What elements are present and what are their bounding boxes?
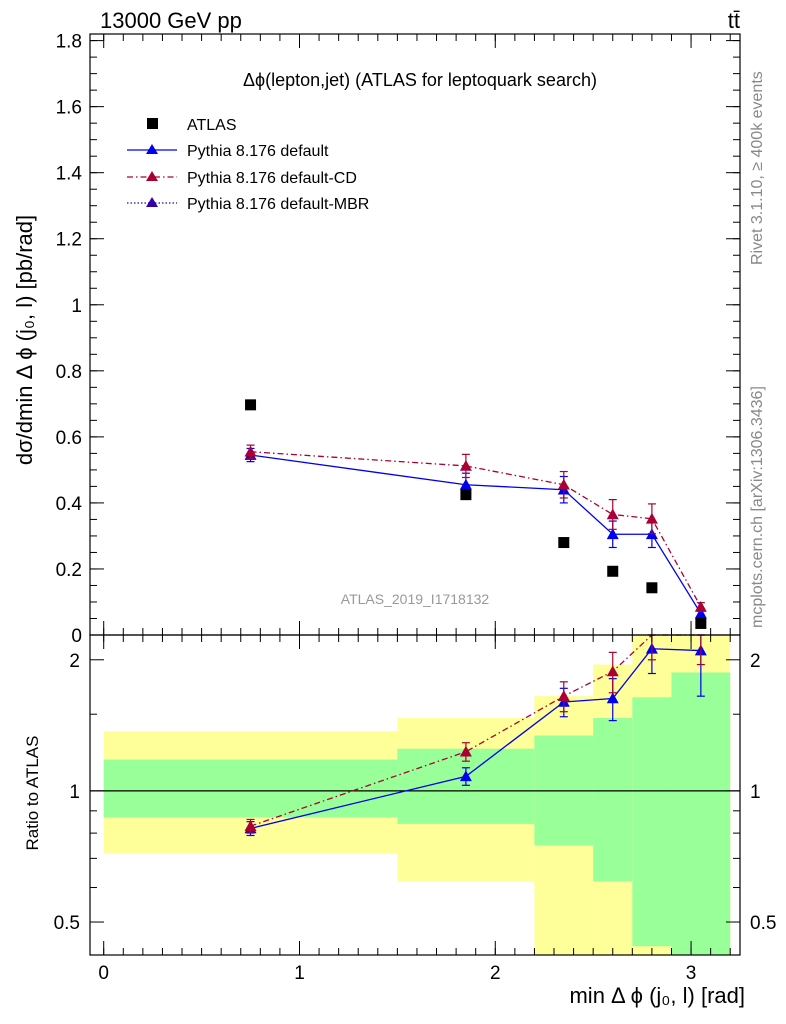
band-inner-3 [593, 718, 633, 882]
ratio-1-point-0 [244, 820, 257, 831]
series-line-0 [250, 454, 702, 614]
ratio-frame [89, 634, 741, 956]
y-tick-label-9: 1.8 [56, 32, 82, 53]
legend-label-series-2: Pythia 8.176 default-MBR [187, 196, 369, 213]
y-tick-label-4: 0.8 [56, 362, 82, 383]
ratio-0-point-1 [459, 770, 472, 782]
y-tick-label-8: 1.6 [56, 98, 82, 119]
data-point-0 [245, 399, 257, 411]
data-point-5 [695, 617, 707, 629]
y-axis-label: dσ/dmin Δ ϕ (j₀, l) [pb/rad] [12, 215, 37, 465]
y-tick-label-6: 1.2 [56, 230, 82, 251]
x-tick-label-0: 0 [98, 963, 109, 984]
legend-marker-data [147, 118, 158, 129]
legend-entry-series-1: Pythia 8.176 default-CD [127, 170, 357, 187]
analysis-watermark: ATLAS_2019_I1718132 [341, 591, 490, 607]
main-panel-marks [244, 399, 707, 629]
legend-label-series-0: Pythia 8.176 default [187, 143, 329, 160]
y-tick-label-1: 0.2 [56, 560, 82, 581]
legend: ATLAS Pythia 8.176 default Pythia 8.176 … [127, 117, 369, 213]
legend-entry-series-2: Pythia 8.176 default-MBR [127, 196, 369, 213]
series-1-point-2 [557, 478, 570, 490]
band-inner-5 [671, 672, 731, 955]
ratio-tick-label-left-1: 1 [69, 782, 80, 803]
series-1-point-1 [459, 459, 472, 471]
ratio-tick-label-left-2: 2 [69, 651, 80, 672]
legend-marker-series-1 [146, 171, 158, 181]
data-point-2 [558, 537, 570, 549]
legend-entry-data: ATLAS [147, 117, 237, 134]
ratio-tick-label-right-2: 2 [750, 651, 761, 672]
ratio-0-point-3 [606, 692, 619, 704]
ratio-1-point-3 [606, 665, 619, 677]
y-tick-label-3: 0.6 [56, 428, 82, 449]
y-tick-label-7: 1.4 [56, 164, 83, 185]
axes: 0 0.2 0.4 0.6 0.8 1 1.2 1.4 1.6 1.8 0 1 2 3 0.5 0.5 1 1 2 2 [54, 32, 777, 984]
band-inner-4 [632, 697, 672, 947]
series-1-point-5 [694, 600, 707, 612]
energy-label: 13000 GeV pp [100, 8, 242, 33]
ratio-tick-label-right-0: 0.5 [750, 913, 776, 934]
ratio-1-point-1 [459, 745, 472, 757]
data-point-1 [460, 489, 472, 501]
y-tick-label-2: 0.4 [56, 494, 83, 515]
series-1-point-4 [645, 512, 658, 524]
chart-title: Δϕ(lepton,jet) (ATLAS for leptoquark sea… [243, 70, 597, 90]
x-axis-label: min Δ ϕ (j₀, l) [rad] [569, 983, 745, 1008]
data-point-4 [646, 582, 658, 594]
x-tick-label-3: 3 [686, 963, 697, 984]
ratio-line-0 [250, 648, 701, 830]
series-line-1 [250, 451, 702, 608]
series-1-point-3 [606, 508, 619, 520]
x-tick-label-1: 1 [294, 963, 305, 984]
band-inner-0 [103, 759, 398, 818]
ratio-uncertainty-bands [103, 635, 731, 955]
data-point-3 [607, 565, 619, 577]
series-1-point-0 [244, 445, 257, 457]
ratio-line-1 [250, 634, 701, 827]
ratio-1-point-2 [557, 690, 570, 701]
ratio-tick-label-left-0: 0.5 [54, 913, 80, 934]
mcplots-label: mcplots.cern.ch [arXiv:1306.3436] [749, 386, 766, 628]
legend-entry-series-0: Pythia 8.176 default [127, 143, 329, 160]
ratio-tick-label-right-1: 1 [750, 782, 761, 803]
x-tick-label-2: 2 [490, 963, 501, 984]
y-tick-label-0: 0 [71, 626, 82, 647]
legend-label-series-1: Pythia 8.176 default-CD [187, 170, 357, 187]
rivet-version-label: Rivet 3.1.10, ≥ 400k events [749, 71, 766, 265]
legend-marker-series-2 [146, 197, 158, 207]
series-0-point-1 [459, 478, 472, 490]
process-label: tt̄ [728, 8, 740, 33]
legend-label-data: ATLAS [187, 117, 237, 134]
y-tick-label-5: 1 [71, 296, 82, 317]
series-0-point-5 [694, 607, 707, 619]
legend-marker-series-0 [146, 144, 158, 154]
ratio-panel-marks [90, 634, 740, 837]
ratio-axis-label: Ratio to ATLAS [23, 736, 42, 851]
series-0-point-3 [606, 528, 619, 540]
